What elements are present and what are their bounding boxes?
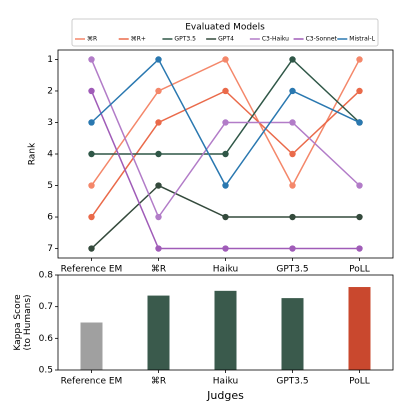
point [356, 119, 363, 126]
point [88, 150, 95, 158]
point [289, 150, 296, 158]
bar [214, 290, 237, 370]
point [88, 245, 95, 252]
point [356, 56, 363, 63]
point [289, 56, 296, 63]
point [155, 87, 162, 95]
point [222, 213, 229, 221]
y-tick-label: 0.6 [39, 334, 54, 344]
x-tick-label: Haiku [213, 377, 238, 387]
point [289, 119, 296, 126]
point [222, 87, 229, 95]
legend-label: GPT3.5 [174, 36, 196, 43]
bar [281, 298, 304, 370]
point [289, 87, 296, 95]
legend-label: ⌘R+ [131, 36, 146, 43]
x-tick-label: Haiku [213, 265, 238, 275]
bar [147, 295, 170, 370]
x-tick-label: GPT3.5 [276, 377, 308, 387]
point [155, 245, 162, 252]
bar [80, 322, 103, 370]
point [356, 87, 363, 95]
x-tick-label: ⌘R [151, 265, 166, 275]
point [88, 56, 95, 63]
x-tick-label: PoLL [349, 265, 370, 275]
series-line [90, 59, 361, 219]
x-tick-label: PoLL [349, 377, 370, 387]
bar [348, 287, 371, 370]
x-axis-label: Judges [206, 389, 244, 402]
point [289, 182, 296, 189]
series-line [91, 58, 361, 155]
y-tick-label: 5 [47, 181, 53, 191]
y-axis-label-line: Kappa Score [13, 294, 23, 351]
legend-title: Evaluated Models [185, 23, 265, 33]
point [88, 87, 95, 95]
point [222, 119, 229, 126]
point [88, 119, 95, 126]
y-tick-label: 7 [47, 244, 53, 254]
point [155, 213, 162, 221]
x-tick-label: GPT3.5 [276, 265, 308, 275]
legend-label: C3-Sonnet [306, 36, 338, 43]
legend-label: Mistral-L [349, 36, 375, 43]
legend: Evaluated Models ⌘R ⌘R+ GPT3.5 GPT4 C3-Haiku C… [71, 18, 379, 47]
point [222, 182, 229, 189]
y-axis-label-line: (to Humans) [23, 294, 33, 350]
legend-label: C3-Haiku [262, 36, 289, 43]
y-axis-label: Kappa Score(to Humans) [13, 294, 33, 351]
plot-frame [57, 274, 394, 371]
point [289, 213, 296, 221]
point [222, 245, 229, 252]
plot-frame [57, 49, 394, 259]
series-line [90, 90, 360, 250]
y-tick-label: 3 [47, 118, 53, 128]
legend-label: ⌘R [87, 36, 97, 43]
point [155, 119, 162, 126]
point [356, 245, 363, 252]
y-tick-label: 0.5 [39, 366, 53, 376]
x-tick-label: Reference EM [61, 377, 123, 387]
x-tick-label: Reference EM [61, 265, 123, 275]
y-tick-label: 0.7 [39, 302, 53, 312]
point [356, 213, 363, 221]
legend-label: GPT4 [218, 36, 234, 43]
y-tick-label: 6 [47, 213, 53, 223]
point [155, 182, 162, 189]
point [155, 56, 162, 63]
point [88, 213, 95, 221]
y-tick-label: 0.8 [39, 271, 54, 281]
point [222, 150, 229, 158]
point [222, 56, 229, 63]
point [356, 182, 363, 189]
point [155, 150, 162, 158]
y-tick-label: 1 [47, 55, 53, 65]
point [88, 182, 95, 189]
x-tick-label: ⌘R [151, 377, 166, 387]
y-tick-label: 4 [47, 150, 53, 160]
point [289, 245, 296, 252]
y-tick-label: 2 [47, 86, 53, 96]
y-axis-label: Rank [28, 142, 38, 165]
